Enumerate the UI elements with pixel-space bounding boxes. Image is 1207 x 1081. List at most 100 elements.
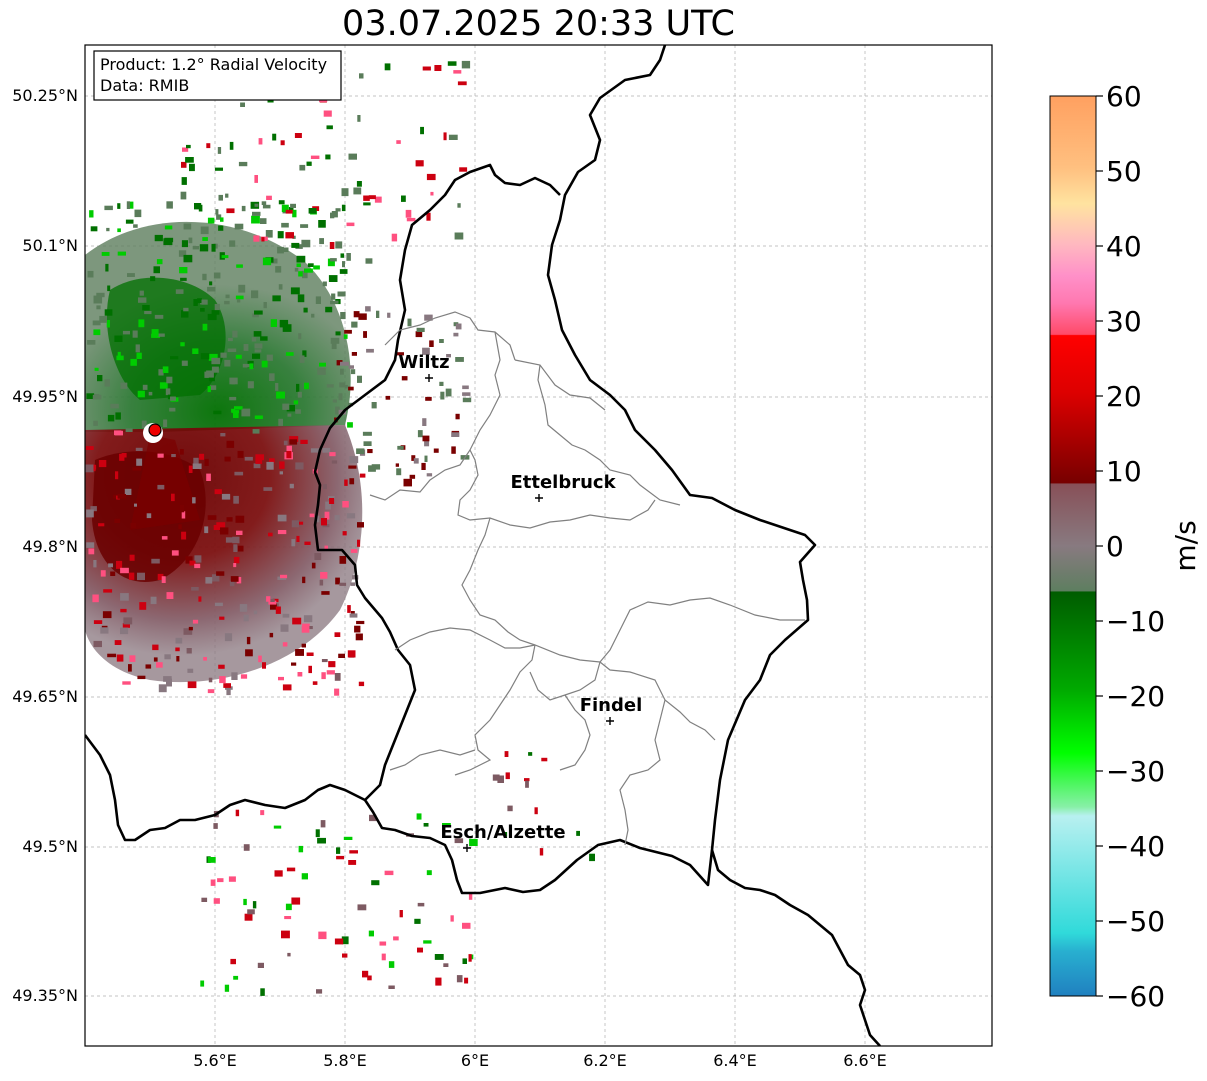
echo-pixel [308,208,317,214]
echo-pixel [254,310,263,315]
echo-pixel [339,582,347,586]
echo-pixel [242,363,252,368]
echo-pixel [106,320,110,328]
echo-pixel [170,396,176,401]
echo-pixel [314,553,322,560]
echo-pixel [225,294,230,299]
echo-pixel [347,605,351,613]
echo-pixel [237,450,244,458]
echo-pixel [363,331,367,338]
echo-pixel [219,676,226,684]
echo-pixel [192,619,199,624]
echo-pixel [211,357,221,365]
echo-pixel [417,430,423,438]
echo-pixel [315,296,321,304]
echo-pixel [445,388,452,397]
echo-pixel [342,953,348,958]
echo-pixel [207,286,216,292]
echo-pixel [335,241,343,249]
echo-pixel [93,295,103,304]
echo-pixel [328,275,338,282]
echo-pixel [213,898,220,904]
echo-pixel [278,418,283,426]
echo-pixel [453,70,462,74]
echo-pixel [229,377,238,385]
echo-pixel [124,488,132,495]
echo-pixel [205,577,213,584]
echo-pixel [134,209,142,218]
echo-pixel [381,953,386,961]
echo-pixel [279,461,285,469]
echo-pixel [336,360,343,366]
echo-pixel [387,312,391,318]
echo-pixel [129,554,135,561]
echo-pixel [417,947,423,953]
echo-pixel [110,403,119,409]
echo-pixel [426,473,433,477]
echo-pixel [284,916,292,920]
echo-pixel [183,628,193,635]
echo-pixel [291,242,300,248]
echo-pixel [154,234,163,242]
echo-pixel [166,376,173,384]
echo-pixel [162,366,169,373]
echo-pixel [158,684,167,693]
echo-pixel [200,980,205,987]
echo-pixel [224,359,231,367]
echo-pixel [260,810,265,816]
echo-pixel [363,195,370,201]
echo-pixel [120,593,129,601]
echo-pixel [122,623,130,628]
echo-pixel [334,632,341,637]
echo-pixel [210,879,216,886]
echo-pixel [179,267,188,274]
echo-pixel [371,402,377,409]
echo-pixel [161,536,168,540]
echo-pixel [439,381,444,386]
echo-pixel [338,393,343,401]
echo-pixel [281,204,289,212]
echo-pixel [258,655,262,663]
echo-pixel [289,439,298,445]
echo-pixel [171,454,176,458]
echo-pixel [397,445,404,450]
echo-pixel [317,367,326,375]
echo-pixel [330,300,339,304]
echo-pixel [396,352,404,356]
echo-pixel [262,204,271,209]
echo-pixel [106,227,110,232]
lat-tick: 49.8°N [22,537,78,556]
echo-pixel [269,458,275,463]
echo-pixel [423,940,432,944]
echo-pixel [349,478,355,485]
echo-pixel [355,633,363,641]
echo-pixel [339,382,346,388]
echo-pixel [403,478,412,487]
echo-pixel [297,294,305,303]
echo-pixel [132,467,142,471]
echo-pixel [384,63,391,71]
echo-pixel [351,321,358,328]
echo-pixel [469,838,478,846]
echo-pixel [351,352,357,356]
echo-pixel [243,614,249,622]
echo-pixel [329,242,335,249]
echo-pixel [218,225,224,231]
echo-pixel [170,356,179,360]
echo-pixel [313,265,320,270]
echo-pixel [234,223,244,230]
echo-pixel [104,309,113,316]
echo-pixel [97,375,103,382]
echo-pixel [92,594,99,603]
echo-pixel [283,440,288,446]
echo-pixel [319,238,324,245]
echo-pixel [275,606,281,614]
echo-pixel [306,652,314,656]
echo-pixel [233,410,239,418]
echo-pixel [336,847,341,854]
colorbar-tick: −30 [1106,755,1165,788]
echo-pixel [344,479,348,486]
echo-pixel [342,501,349,508]
echo-pixel [331,211,338,218]
echo-pixel [320,572,328,579]
